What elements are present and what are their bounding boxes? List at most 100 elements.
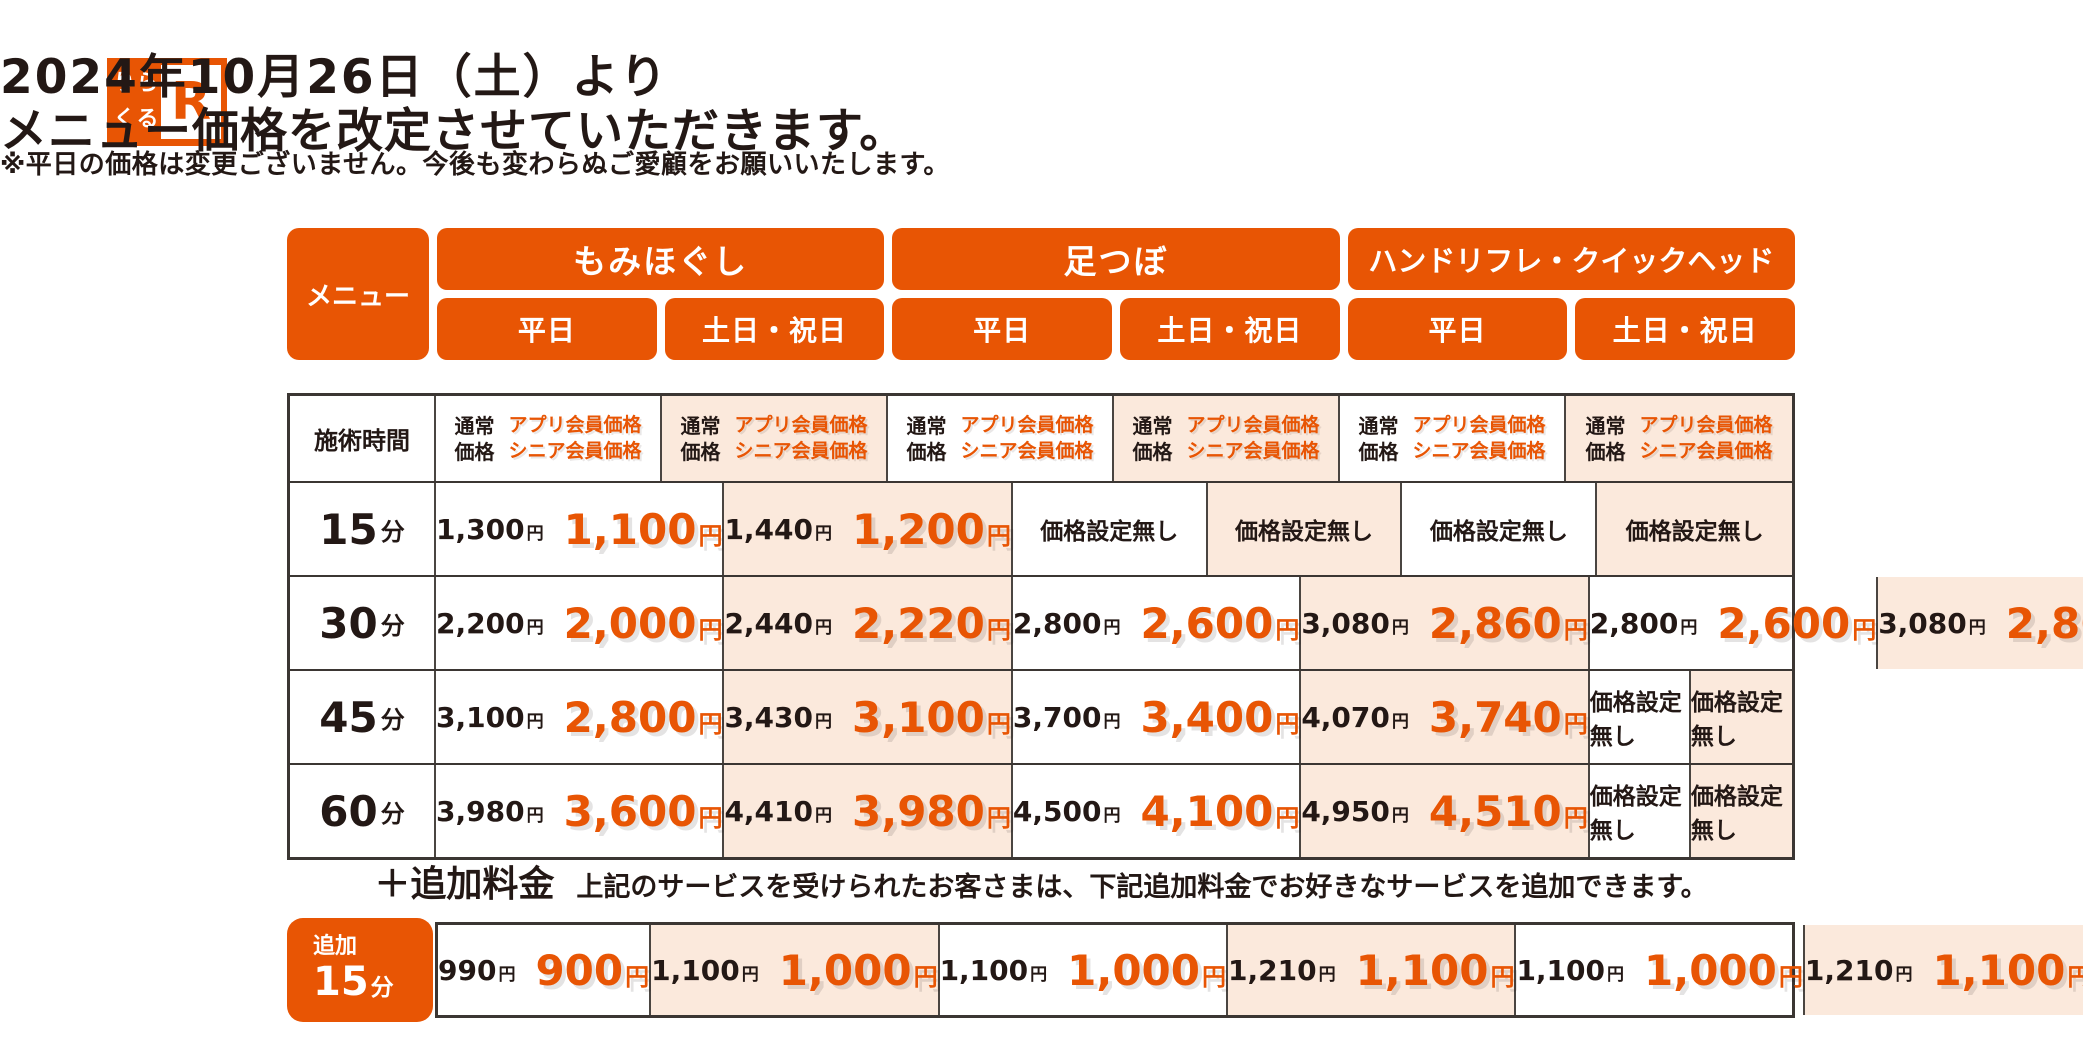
- addon-note: ＋追加料金 上記のサービスを受けられたお客さまは、下記追加料金でお好きなサービス…: [287, 855, 1795, 907]
- price-type-header: 通常 価格 アプリ会員価格 シニア会員価格: [662, 396, 888, 481]
- day-weekday: 平日: [1347, 298, 1568, 360]
- normal-price: 3,100 円: [436, 700, 544, 734]
- logo-r-mark: R: [161, 65, 221, 139]
- member-price: 2,000円: [563, 598, 723, 648]
- normal-price: 2,200 円: [436, 606, 544, 640]
- member-price: 2,220円: [852, 598, 1011, 648]
- day-weekday: 平日: [437, 298, 657, 360]
- member-price-label: アプリ会員価格 シニア会員価格: [1639, 413, 1773, 462]
- logo-kana-char: く: [113, 107, 136, 132]
- no-price-cell: 価格設定無し: [1597, 483, 1792, 575]
- price-cell: 1,210 円 1,100円: [1804, 925, 2083, 1015]
- normal-price: 1,100 円: [1516, 953, 1625, 987]
- addon-15min-badge: 追加 15分: [287, 918, 433, 1022]
- member-price: 3,980円: [852, 786, 1011, 836]
- no-price-cell: 価格設定無し: [1590, 671, 1691, 763]
- price-cell: 1,100 円 1,000円: [651, 925, 940, 1015]
- normal-price: 1,210 円: [1228, 953, 1336, 987]
- title-main-line: メニュー価格を改定させていただきます。: [0, 104, 908, 159]
- table-row-30min: 30 分 2,200 円 2,000円 2,440 円 2,220円 2,800 円 2…: [290, 577, 2083, 671]
- member-price-label: アプリ会員価格 シニア会員価格: [508, 413, 642, 462]
- price-cell: 1,440 円 1,200円: [724, 483, 1013, 575]
- price-cell: 4,070 円 3,740円: [1301, 671, 1590, 763]
- member-price: 2,600円: [1140, 598, 1300, 648]
- day-weekday: 平日: [892, 298, 1112, 360]
- normal-price: 4,070 円: [1301, 700, 1409, 734]
- time-cell: 45 分: [290, 671, 436, 763]
- table-row-45min: 45 分 3,100 円 2,800円 3,430 円 3,100円 3,700 円 3…: [290, 671, 1792, 765]
- price-table: 施術時間 通常 価格 アプリ会員価格 シニア会員価格 通常 価格 アプリ会員価格 シニア…: [287, 393, 2083, 860]
- no-price-cell: 価格設定無し: [1690, 765, 1792, 857]
- logo-kana: り ら く る: [113, 66, 159, 138]
- normal-price-label: 通常 価格: [454, 413, 495, 464]
- normal-price: 3,080 円: [1878, 606, 1986, 640]
- normal-price: 1,100 円: [651, 953, 759, 987]
- normal-price: 2,440 円: [724, 606, 833, 640]
- member-price: 4,510円: [1428, 786, 1588, 836]
- member-price-label: アプリ会員価格 シニア会員価格: [1412, 413, 1546, 462]
- menu-header-box: メニュー: [287, 228, 429, 360]
- price-cell: 990 円 900円: [438, 925, 652, 1015]
- price-cell: 3,430 円 3,100円: [724, 671, 1013, 763]
- member-price: 3,600円: [563, 786, 723, 836]
- price-cell: 4,950 円 4,510円: [1301, 765, 1590, 857]
- normal-price: 2,800 円: [1012, 606, 1121, 640]
- member-price: 1,000円: [1644, 945, 1803, 995]
- price-cell: 2,800 円 2,600円: [1012, 577, 1302, 669]
- price-type-header: 通常 価格 アプリ会員価格 シニア会員価格: [1114, 396, 1340, 481]
- price-cell: 1,300 円 1,100円: [436, 483, 725, 575]
- day-header-row: 平日 土日・祝日 平日 土日・祝日 平日 土日・祝日: [437, 298, 1795, 360]
- member-price: 900円: [535, 945, 650, 995]
- price-cell: 1,100 円 1,000円: [940, 925, 1228, 1015]
- no-price-cell: 価格設定無し: [1207, 483, 1403, 575]
- normal-price-label: 通常 価格: [906, 413, 947, 464]
- group-handrefle-quickhead: ハンドリフレ・クイックヘッド: [1347, 228, 1795, 290]
- price-type-header: 通常 価格 アプリ会員価格 シニア会員価格: [436, 396, 662, 481]
- normal-price: 4,500 円: [1012, 794, 1121, 828]
- member-price: 3,740円: [1428, 692, 1588, 742]
- no-price-cell: 価格設定無し: [1690, 671, 1792, 763]
- member-price: 3,100円: [852, 692, 1011, 742]
- no-price-cell: 価格設定無し: [1402, 483, 1598, 575]
- normal-price-label: 通常 価格: [1585, 413, 1626, 464]
- normal-price-label: 通常 価格: [680, 413, 721, 464]
- table-header-row: 施術時間 通常 価格 アプリ会員価格 シニア会員価格 通常 価格 アプリ会員価格 シニア…: [290, 396, 1792, 483]
- price-cell: 2,800 円 2,600円: [1590, 577, 1879, 669]
- title-note: ※平日の価格は変更ございません。今後も変わらぬご愛顧をお願いいたします。: [0, 150, 950, 180]
- member-price: 1,100円: [563, 504, 723, 554]
- member-price-label: アプリ会員価格 シニア会員価格: [734, 413, 868, 462]
- price-cell: 3,700 円 3,400円: [1013, 671, 1302, 763]
- price-cell: 1,100 円 1,000円: [1516, 925, 1805, 1015]
- member-price: 2,860円: [2005, 598, 2083, 648]
- price-type-header: 通常 価格 アプリ会員価格 シニア会員価格: [1340, 396, 1566, 481]
- price-cell: 4,410 円 3,980円: [724, 765, 1013, 857]
- day-weekend: 土日・祝日: [1575, 298, 1795, 360]
- no-price-cell: 価格設定無し: [1590, 765, 1691, 857]
- normal-price: 3,430 円: [724, 700, 833, 734]
- price-cell: 1,210 円 1,100円: [1228, 925, 1517, 1015]
- member-price: 4,100円: [1140, 786, 1300, 836]
- rirakuru-logo: り ら く る R: [107, 58, 227, 146]
- member-price: 1,100円: [1932, 945, 2083, 995]
- time-cell: 60 分: [290, 765, 436, 857]
- logo-kana-char: り: [113, 71, 136, 96]
- price-type-header: 通常 価格 アプリ会員価格 シニア会員価格: [1566, 396, 1792, 481]
- price-cell: 2,200 円 2,000円: [436, 577, 725, 669]
- member-price: 2,860円: [1428, 598, 1588, 648]
- normal-price: 4,410 円: [724, 794, 833, 828]
- logo-kana-char: る: [136, 107, 159, 132]
- day-weekend: 土日・祝日: [1120, 298, 1340, 360]
- normal-price-label: 通常 価格: [1358, 413, 1399, 464]
- normal-price: 3,080 円: [1301, 606, 1409, 640]
- member-price: 2,600円: [1717, 598, 1877, 648]
- time-column-header: 施術時間: [290, 396, 436, 481]
- member-price: 1,000円: [1067, 945, 1226, 995]
- time-cell: 30 分: [290, 577, 436, 669]
- table-row-60min: 60 分 3,980 円 3,600円 4,410 円 3,980円 4,500 円 4…: [290, 765, 1792, 857]
- addon-heading: ＋追加料金: [374, 864, 555, 905]
- price-cell: 3,980 円 3,600円: [436, 765, 725, 857]
- title-date-line: 2024年10月26日（土）より: [0, 50, 669, 105]
- member-price: 3,400円: [1140, 692, 1300, 742]
